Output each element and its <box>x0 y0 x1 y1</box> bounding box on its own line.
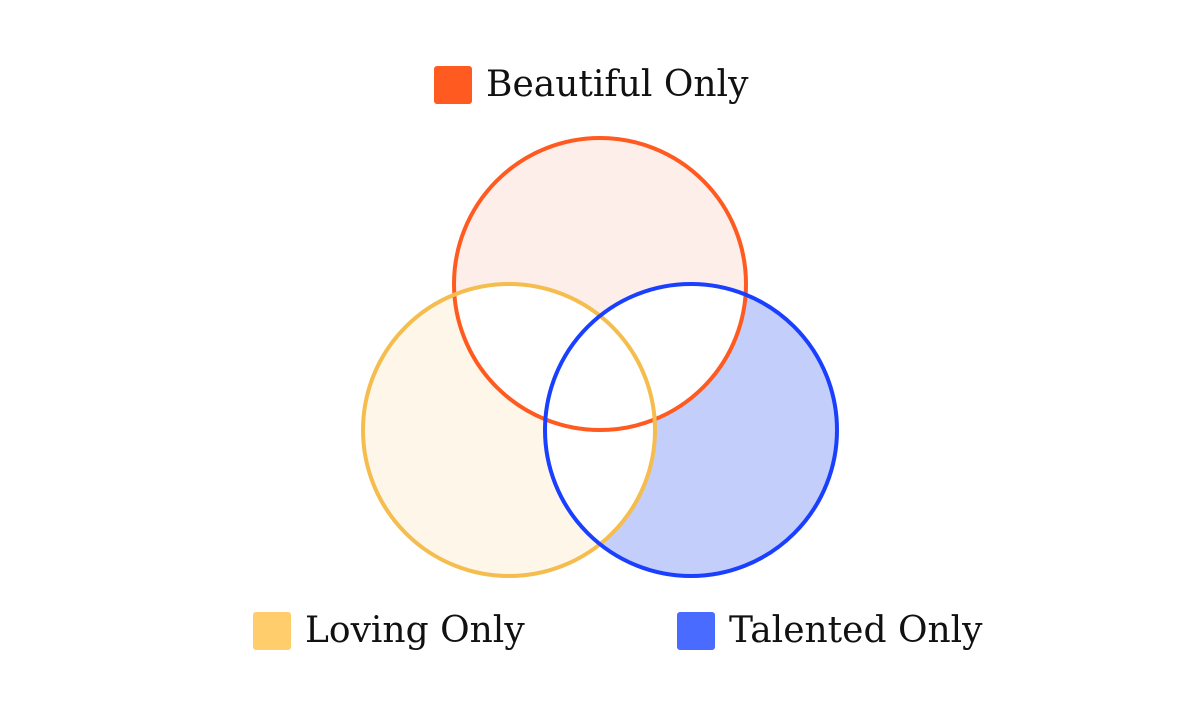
legend-beautiful: Beautiful Only <box>434 64 748 105</box>
legend-talented: Talented Only <box>677 610 983 651</box>
legend-loving: Loving Only <box>253 610 525 651</box>
legend-swatch-loving <box>253 611 291 650</box>
legend-label-loving: Loving Only <box>305 610 525 651</box>
legend-label-talented: Talented Only <box>729 610 983 651</box>
legend-label-beautiful: Beautiful Only <box>486 64 749 105</box>
legend-swatch-beautiful <box>434 65 472 104</box>
loving-circle-outline <box>361 282 657 578</box>
overlap-loving-talented <box>545 284 655 576</box>
talented-circle-outline <box>543 282 839 578</box>
beautiful-circle-outline <box>452 136 748 432</box>
legend-swatch-talented <box>677 611 715 650</box>
